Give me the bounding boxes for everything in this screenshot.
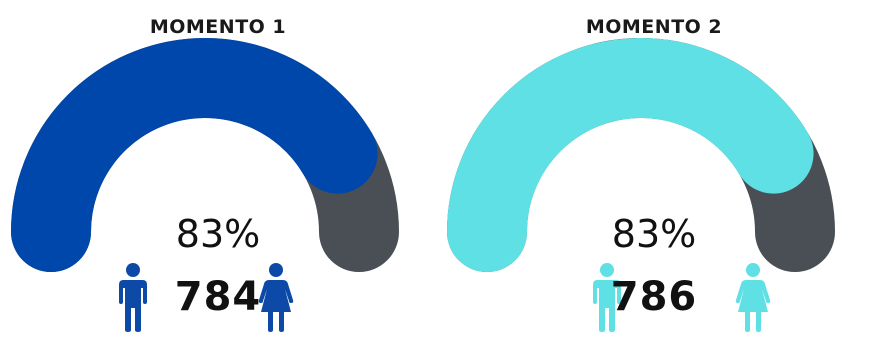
count-value: 784: [174, 274, 262, 320]
gauge-panel-momento-1: MOMENTO 1 83% 784: [0, 16, 436, 332]
gauge-title: MOMENTO 1: [149, 16, 287, 38]
gauge-title: MOMENTO 2: [585, 16, 723, 38]
count-value: 786: [610, 274, 698, 320]
female-person-icon: [258, 263, 294, 332]
gauge-percent-label: 83%: [175, 212, 261, 256]
gauge-panel-momento-2: MOMENTO 2 83% 786: [436, 0, 872, 338]
male-person-icon: [119, 263, 147, 332]
female-person-icon: [735, 263, 771, 332]
gauge-chart: [11, 38, 399, 272]
gauge-percent-label: 83%: [611, 212, 697, 256]
count-row: 786: [436, 262, 872, 332]
male-person-icon: [593, 263, 621, 332]
count-row: 784: [0, 262, 436, 332]
gauge-fill-arc: [447, 38, 814, 272]
gauge-chart: [447, 38, 835, 272]
gauge-fill-arc: [11, 38, 378, 272]
